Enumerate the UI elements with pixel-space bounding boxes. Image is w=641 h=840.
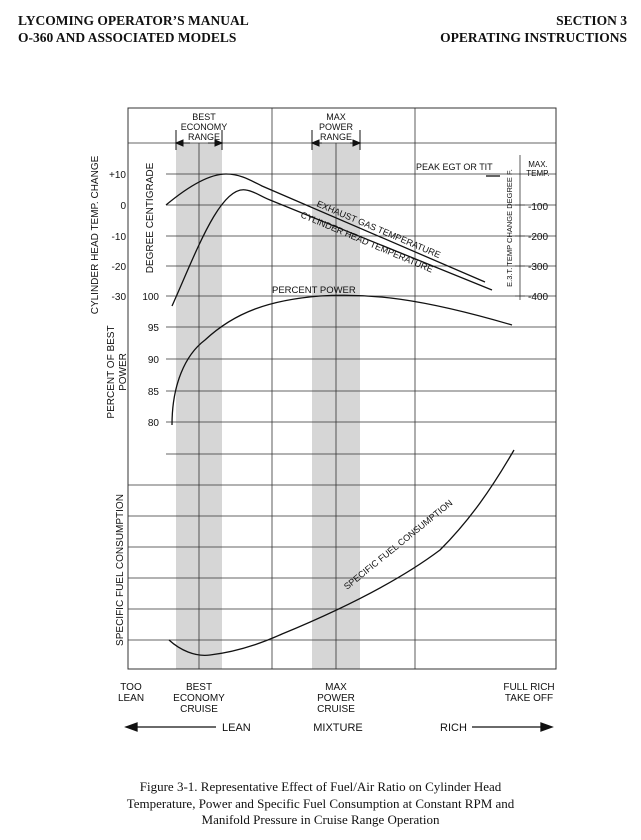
max-temp-label-2: TEMP. [526,169,549,178]
cht-tick-label: -10 [112,232,127,243]
lean-label: LEAN [222,722,251,734]
cht-tick-label: -20 [112,262,127,273]
cht-axis-title: CYLINDER HEAD TEMP. CHANGE [90,155,101,314]
egt-axis-title: E.3.T. TEMP CHANGE DEGREE F. [505,169,514,287]
curves [165,173,515,656]
power-axis-title-line2: POWER [118,353,129,391]
power-axis-title-line1: PERCENT OF BEST [106,325,117,418]
figure-caption-line1: Figure 3-1. Representative Effect of Fue… [139,779,502,794]
mixture-arrows [124,722,554,732]
best-economy-range-label-3: RANGE [188,132,220,142]
max-power-range-label-1: MAX [326,112,346,122]
egt-tick-label: -200 [528,232,548,243]
max-power-cruise-label-3: CRUISE [317,704,355,715]
max-temp-label-1: MAX. [528,160,548,169]
power-tick-label: 100 [142,292,159,303]
egt-curve [171,189,493,307]
power-tick-label: 85 [148,387,160,398]
power-tick-label: 90 [148,355,160,366]
best-economy-range-label-1: BEST [192,112,216,122]
egt-tick-label: -100 [528,202,548,213]
chart-grid [127,107,557,670]
sfc-curve [168,449,515,656]
egt-tick-label: -400 [528,292,548,303]
percent-power-curve [171,294,513,426]
mixture-label: MIXTURE [313,722,363,734]
range-brackets [174,130,362,150]
cht-curve [165,173,486,283]
best-economy-cruise-label-3: CRUISE [180,704,218,715]
figure-caption-line3: Manifold Pressure in Cruise Range Operat… [201,812,440,827]
max-power-cruise-label-2: POWER [317,693,355,704]
full-rich-label-2: TAKE OFF [505,693,553,704]
figure-caption-line2: Temperature, Power and Specific Fuel Con… [126,795,515,811]
best-economy-cruise-label-1: BEST [186,682,212,693]
chart-frame [127,107,557,670]
sfc-axis-title: SPECIFIC FUEL CONSUMPTION [115,494,126,646]
percent-power-label: PERCENT POWER [272,285,356,296]
section-title-line2: OPERATING INSTRUCTIONS [440,30,627,45]
cht-tick-label: -30 [112,292,127,303]
rich-arrow-head [540,722,554,732]
best-economy-range-label-2: ECONOMY [181,122,228,132]
too-lean-label-1: TOO [120,682,142,693]
manual-title: LYCOMING OPERATOR’S MANUAL O-360 AND ASS… [18,12,249,46]
figure-caption: Figure 3-1. Representative Effect of Fue… [0,779,641,829]
peak-egt-label: PEAK EGT OR TIT [416,162,493,172]
max-power-cruise-label-1: MAX [325,682,347,693]
degree-centigrade-axis-title: DEGREE CENTIGRADE [145,162,156,273]
power-tick-label: 80 [148,418,160,429]
max-power-range-label-3: RANGE [320,132,352,142]
best-economy-cruise-label-2: ECONOMY [173,693,225,704]
rich-label: RICH [440,722,467,734]
cht-tick-label: 0 [120,201,126,212]
section-title-line1: SECTION 3 [556,13,627,28]
section-title: SECTION 3 OPERATING INSTRUCTIONS [440,12,627,46]
manual-title-line1: LYCOMING OPERATOR’S MANUAL [18,13,249,28]
power-tick-label: 95 [148,323,160,334]
egt-tick-label: -300 [528,262,548,273]
too-lean-label-2: LEAN [118,693,144,704]
cht-tick-label: +10 [109,170,126,181]
max-power-range-label-2: POWER [319,122,354,132]
manual-title-line2: O-360 AND ASSOCIATED MODELS [18,30,237,45]
full-rich-label-1: FULL RICH [503,682,554,693]
lean-arrow-head [124,722,138,732]
